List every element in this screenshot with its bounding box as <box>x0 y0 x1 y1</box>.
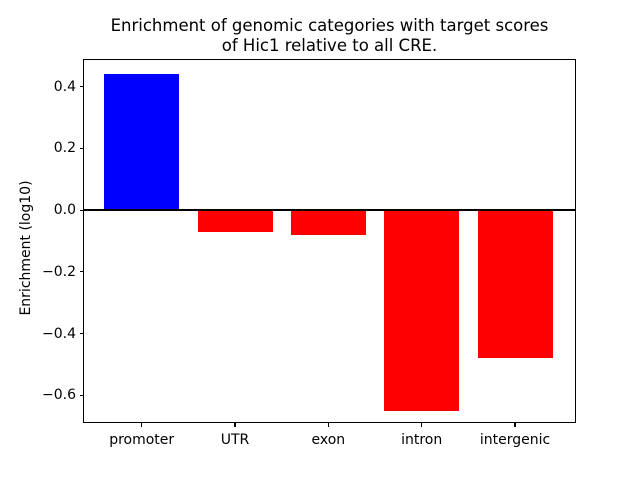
x-tick-mark <box>141 423 143 427</box>
y-tick-mark <box>79 394 83 396</box>
x-tick-label-intergenic: intergenic <box>479 432 551 448</box>
x-tick-label-promoter: promoter <box>109 432 175 448</box>
y-tick-label: −0.6 <box>42 387 76 404</box>
x-tick-label-UTR: UTR <box>220 432 250 448</box>
x-tick-label-intron: intron <box>401 432 443 448</box>
y-tick-mark <box>79 332 83 335</box>
y-tick-mark <box>79 86 83 88</box>
chart-title: Enrichment of genomic categories with ta… <box>83 16 576 56</box>
bar-exon <box>290 210 366 235</box>
plot-area <box>83 59 576 423</box>
bar-promoter <box>104 74 180 211</box>
y-tick-label: 0.2 <box>53 140 76 157</box>
y-tick-label: −0.4 <box>42 325 76 342</box>
y-tick-mark <box>79 271 83 273</box>
y-tick-label: −0.2 <box>42 263 76 280</box>
chart-title-line1: Enrichment of genomic categories with ta… <box>110 16 549 35</box>
y-tick-mark <box>79 147 83 150</box>
x-tick-label-exon: exon <box>311 432 346 448</box>
bar-intergenic <box>477 210 553 359</box>
y-tick-label: 0.0 <box>53 202 76 219</box>
y-tick-label: 0.4 <box>53 78 76 95</box>
bar-UTR <box>197 210 273 232</box>
y-tick-mark <box>79 209 83 211</box>
x-tick-mark <box>327 423 329 427</box>
bar-intron <box>384 210 460 411</box>
x-tick-mark <box>234 423 236 427</box>
x-tick-mark <box>514 423 516 427</box>
chart-title-line2: of Hic1 relative to all CRE. <box>221 36 438 55</box>
zero-baseline <box>83 208 576 212</box>
x-tick-mark <box>421 423 423 427</box>
